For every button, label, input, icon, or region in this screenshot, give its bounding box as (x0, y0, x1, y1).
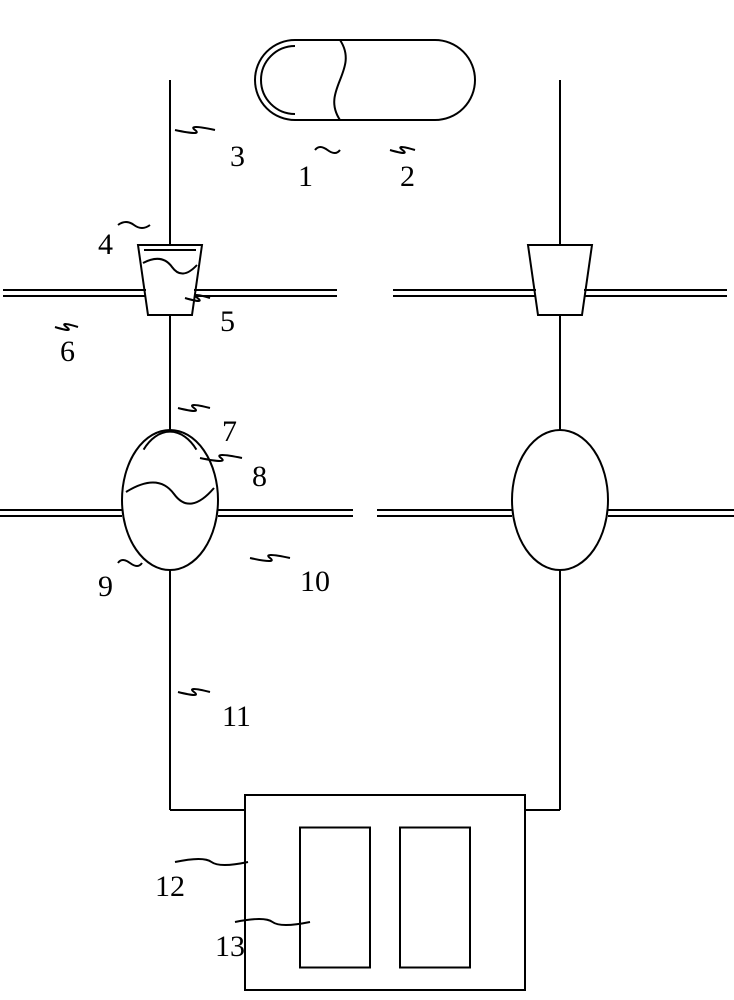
callout-label-4: 4 (98, 228, 113, 262)
callout-label-8: 8 (252, 460, 267, 494)
callout-label-6: 6 (60, 335, 75, 369)
diagram-canvas: 12345678910111213 (0, 0, 734, 1000)
callout-label-12: 12 (155, 870, 185, 904)
callout-label-3: 3 (230, 140, 245, 174)
callout-label-7: 7 (222, 415, 237, 449)
callout-label-9: 9 (98, 570, 113, 604)
diagram-svg (0, 0, 734, 1000)
callout-label-13: 13 (215, 930, 245, 964)
callout-label-5: 5 (220, 305, 235, 339)
callout-label-10: 10 (300, 565, 330, 599)
callout-label-1: 1 (298, 160, 313, 194)
callout-label-2: 2 (400, 160, 415, 194)
callout-label-11: 11 (222, 700, 251, 734)
